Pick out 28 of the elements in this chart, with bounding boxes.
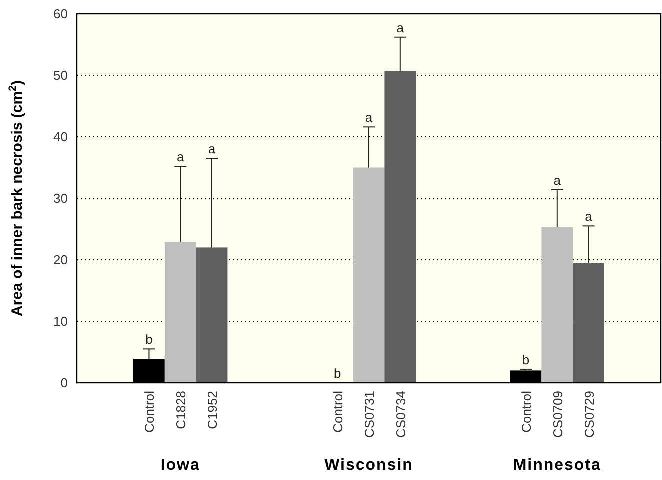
- annotation: a: [554, 172, 562, 188]
- x-tick-label: CS0729: [582, 391, 597, 438]
- x-tick-label: Control: [142, 390, 158, 433]
- x-tick-label: CS0709: [550, 391, 566, 438]
- data-label: b: [146, 332, 153, 348]
- text: Iowa: [160, 457, 200, 474]
- y-tick-label: 0: [60, 376, 68, 391]
- y-tick-label: 40: [54, 130, 68, 145]
- y-tick-label: 30: [54, 191, 68, 206]
- annotation: a: [585, 209, 594, 224]
- annotation: a: [365, 110, 374, 126]
- annotation: a: [208, 142, 216, 157]
- y-tick-label: 10: [54, 314, 68, 330]
- data-label: b: [522, 352, 530, 368]
- text: Wisconsin: [324, 457, 414, 474]
- x-tick-label: Control: [518, 390, 534, 433]
- text: Minnesota: [513, 457, 602, 474]
- data-label: b: [334, 366, 342, 381]
- annotation: a: [176, 150, 185, 165]
- x-tick-label: Control: [330, 390, 346, 433]
- x-tick-label: CS0731: [362, 391, 377, 438]
- annotation: a: [396, 20, 405, 36]
- y-tick-label: 60: [54, 6, 68, 22]
- x-tick-label: CS0734: [393, 391, 408, 438]
- y-tick-label: 20: [54, 252, 68, 268]
- x-tick-label: C1952: [205, 391, 220, 430]
- y-tick-label: 50: [54, 68, 68, 84]
- x-tick-label: C1828: [174, 391, 189, 430]
